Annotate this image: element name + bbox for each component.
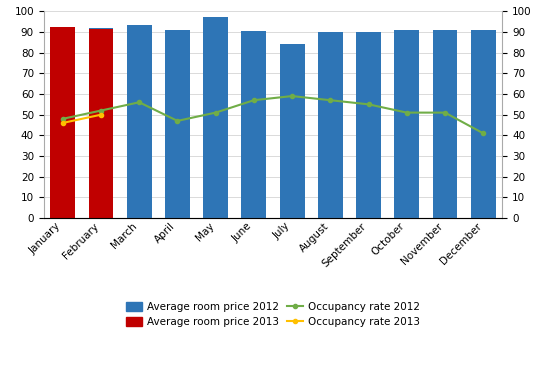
Bar xyxy=(50,30,75,218)
Bar xyxy=(50,27,75,218)
Bar xyxy=(318,32,343,218)
Bar xyxy=(127,25,152,218)
Legend: Average room price 2012, Average room price 2013, Occupancy rate 2012, Occupancy: Average room price 2012, Average room pr… xyxy=(126,302,420,327)
Bar xyxy=(88,28,114,218)
Bar xyxy=(241,31,266,218)
Bar xyxy=(394,30,419,218)
Bar xyxy=(432,30,458,218)
Bar xyxy=(280,44,305,218)
Bar xyxy=(165,30,190,218)
Bar xyxy=(356,32,381,218)
Bar xyxy=(88,29,114,218)
Bar xyxy=(471,30,496,218)
Bar xyxy=(203,18,228,218)
